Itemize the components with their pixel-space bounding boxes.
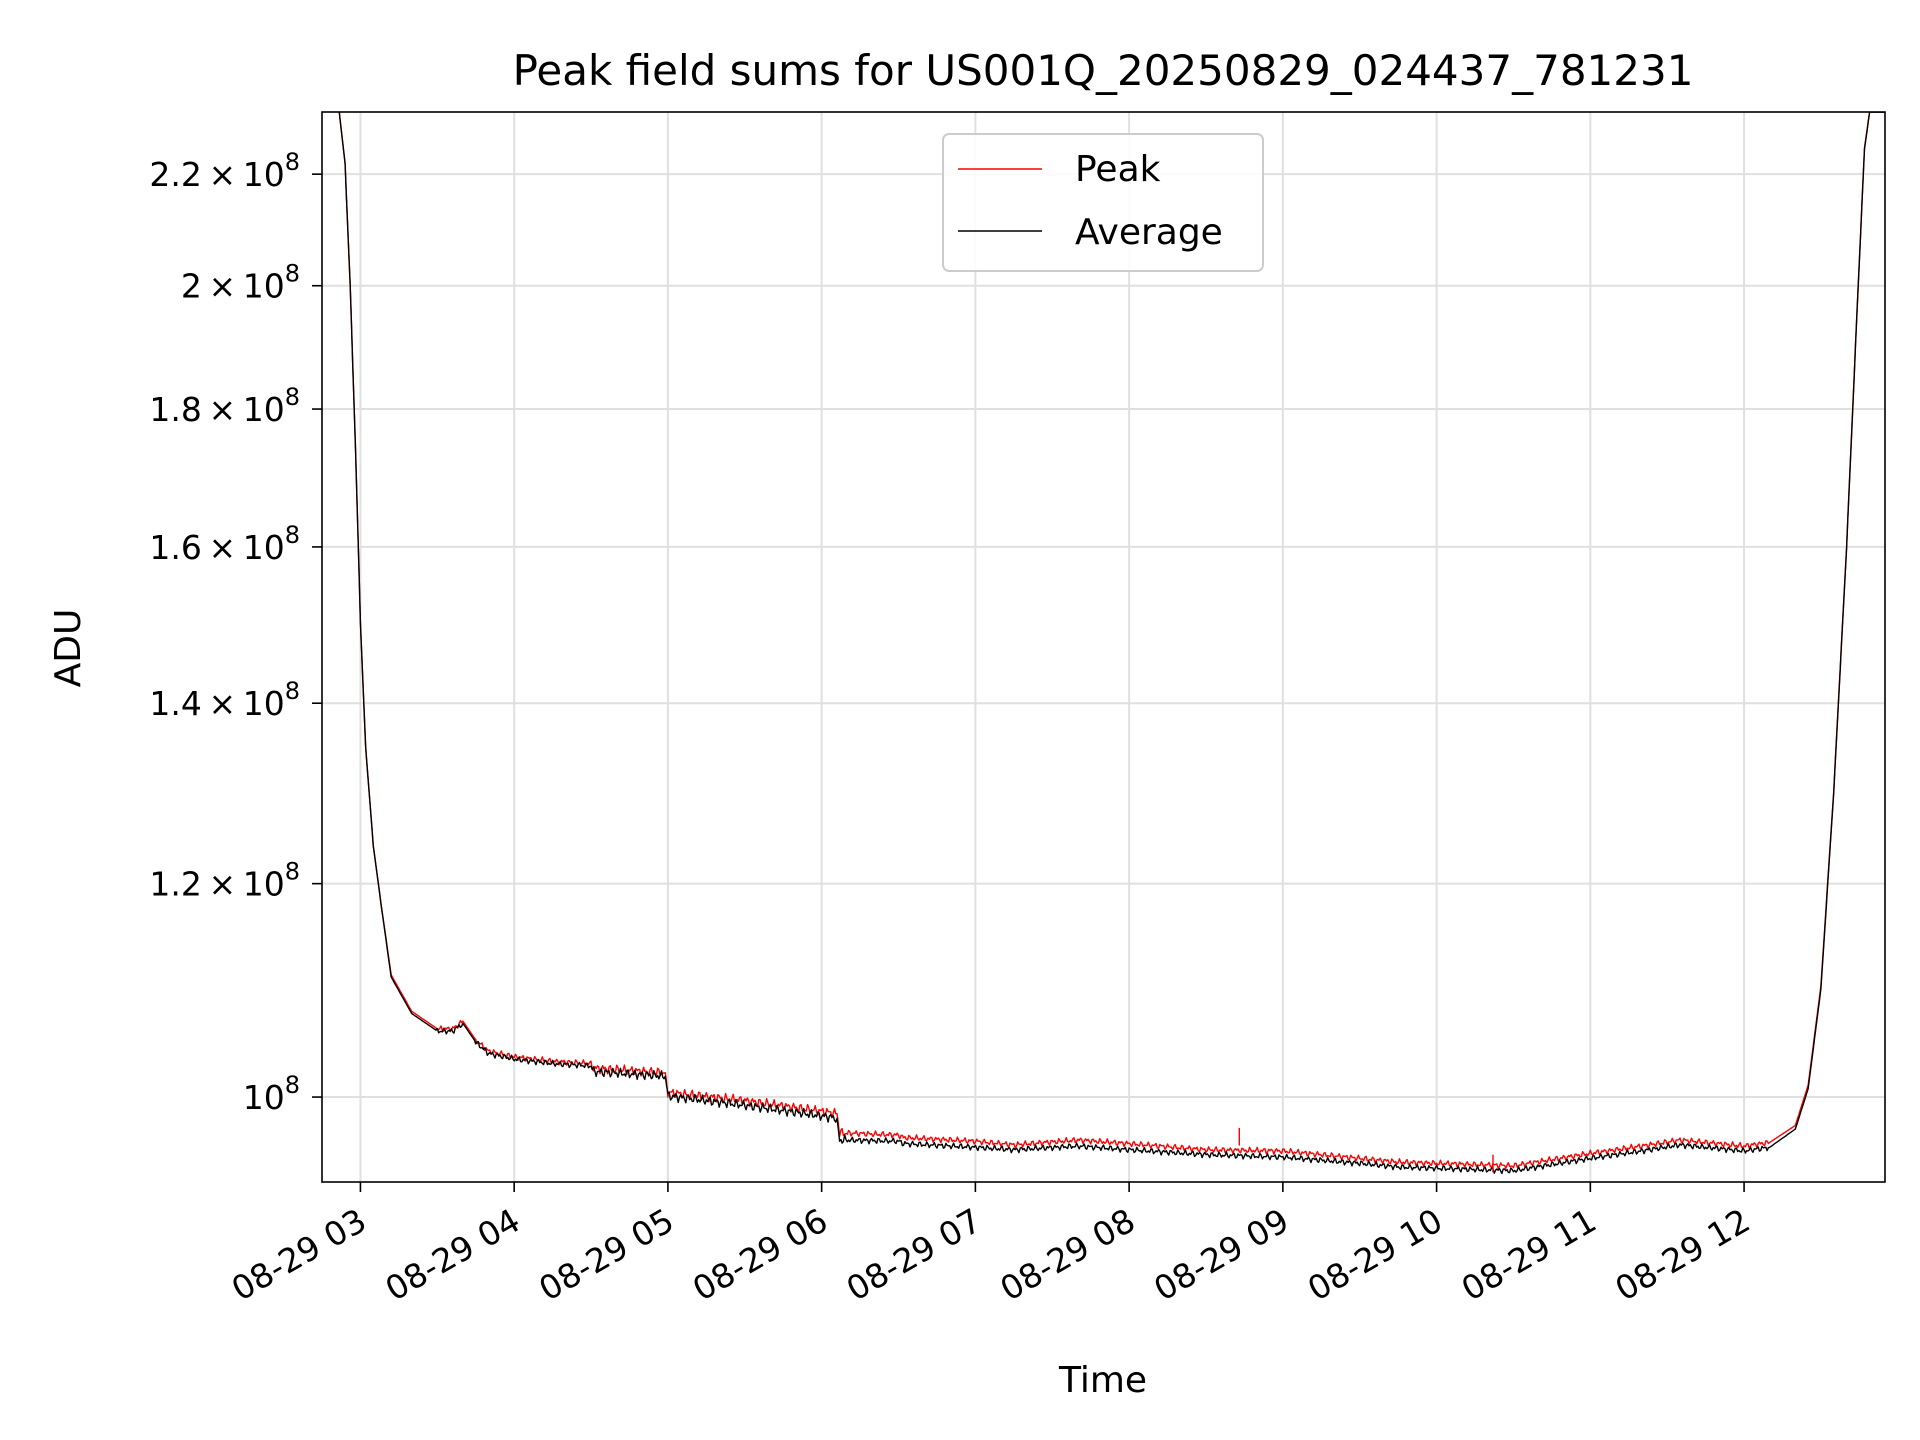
series-line-average: [338, 112, 1885, 1175]
chart-title: Peak field sums for US001Q_20250829_0244…: [513, 46, 1694, 95]
legend: Peak Average: [942, 133, 1264, 272]
legend-label-peak: Peak: [1075, 149, 1161, 190]
y-tick-label: 108: [243, 1071, 300, 1117]
series-layer: [338, 112, 1885, 1175]
grid-lines: [322, 112, 1885, 1182]
y-axis-label: ADU: [48, 609, 89, 688]
y-tick-label: 1.2 × 108: [149, 858, 300, 904]
series-line-peak: [338, 112, 1885, 1170]
y-tick-label: 2.2 × 108: [149, 148, 300, 194]
y-tick-label: 2 × 108: [181, 260, 300, 306]
y-tick-label: 1.4 × 108: [149, 677, 300, 723]
x-axis-label: Time: [1058, 1360, 1147, 1401]
y-tick-label: 1.8 × 108: [149, 383, 300, 429]
legend-label-average: Average: [1075, 212, 1223, 253]
plot-frame: [321, 111, 1886, 1183]
y-tick-label: 1.6 × 108: [149, 521, 300, 567]
y-axis: 108 1.2 × 108 1.4 × 108 1.6 × 108 1.8 × 108 2…: [149, 148, 322, 1117]
